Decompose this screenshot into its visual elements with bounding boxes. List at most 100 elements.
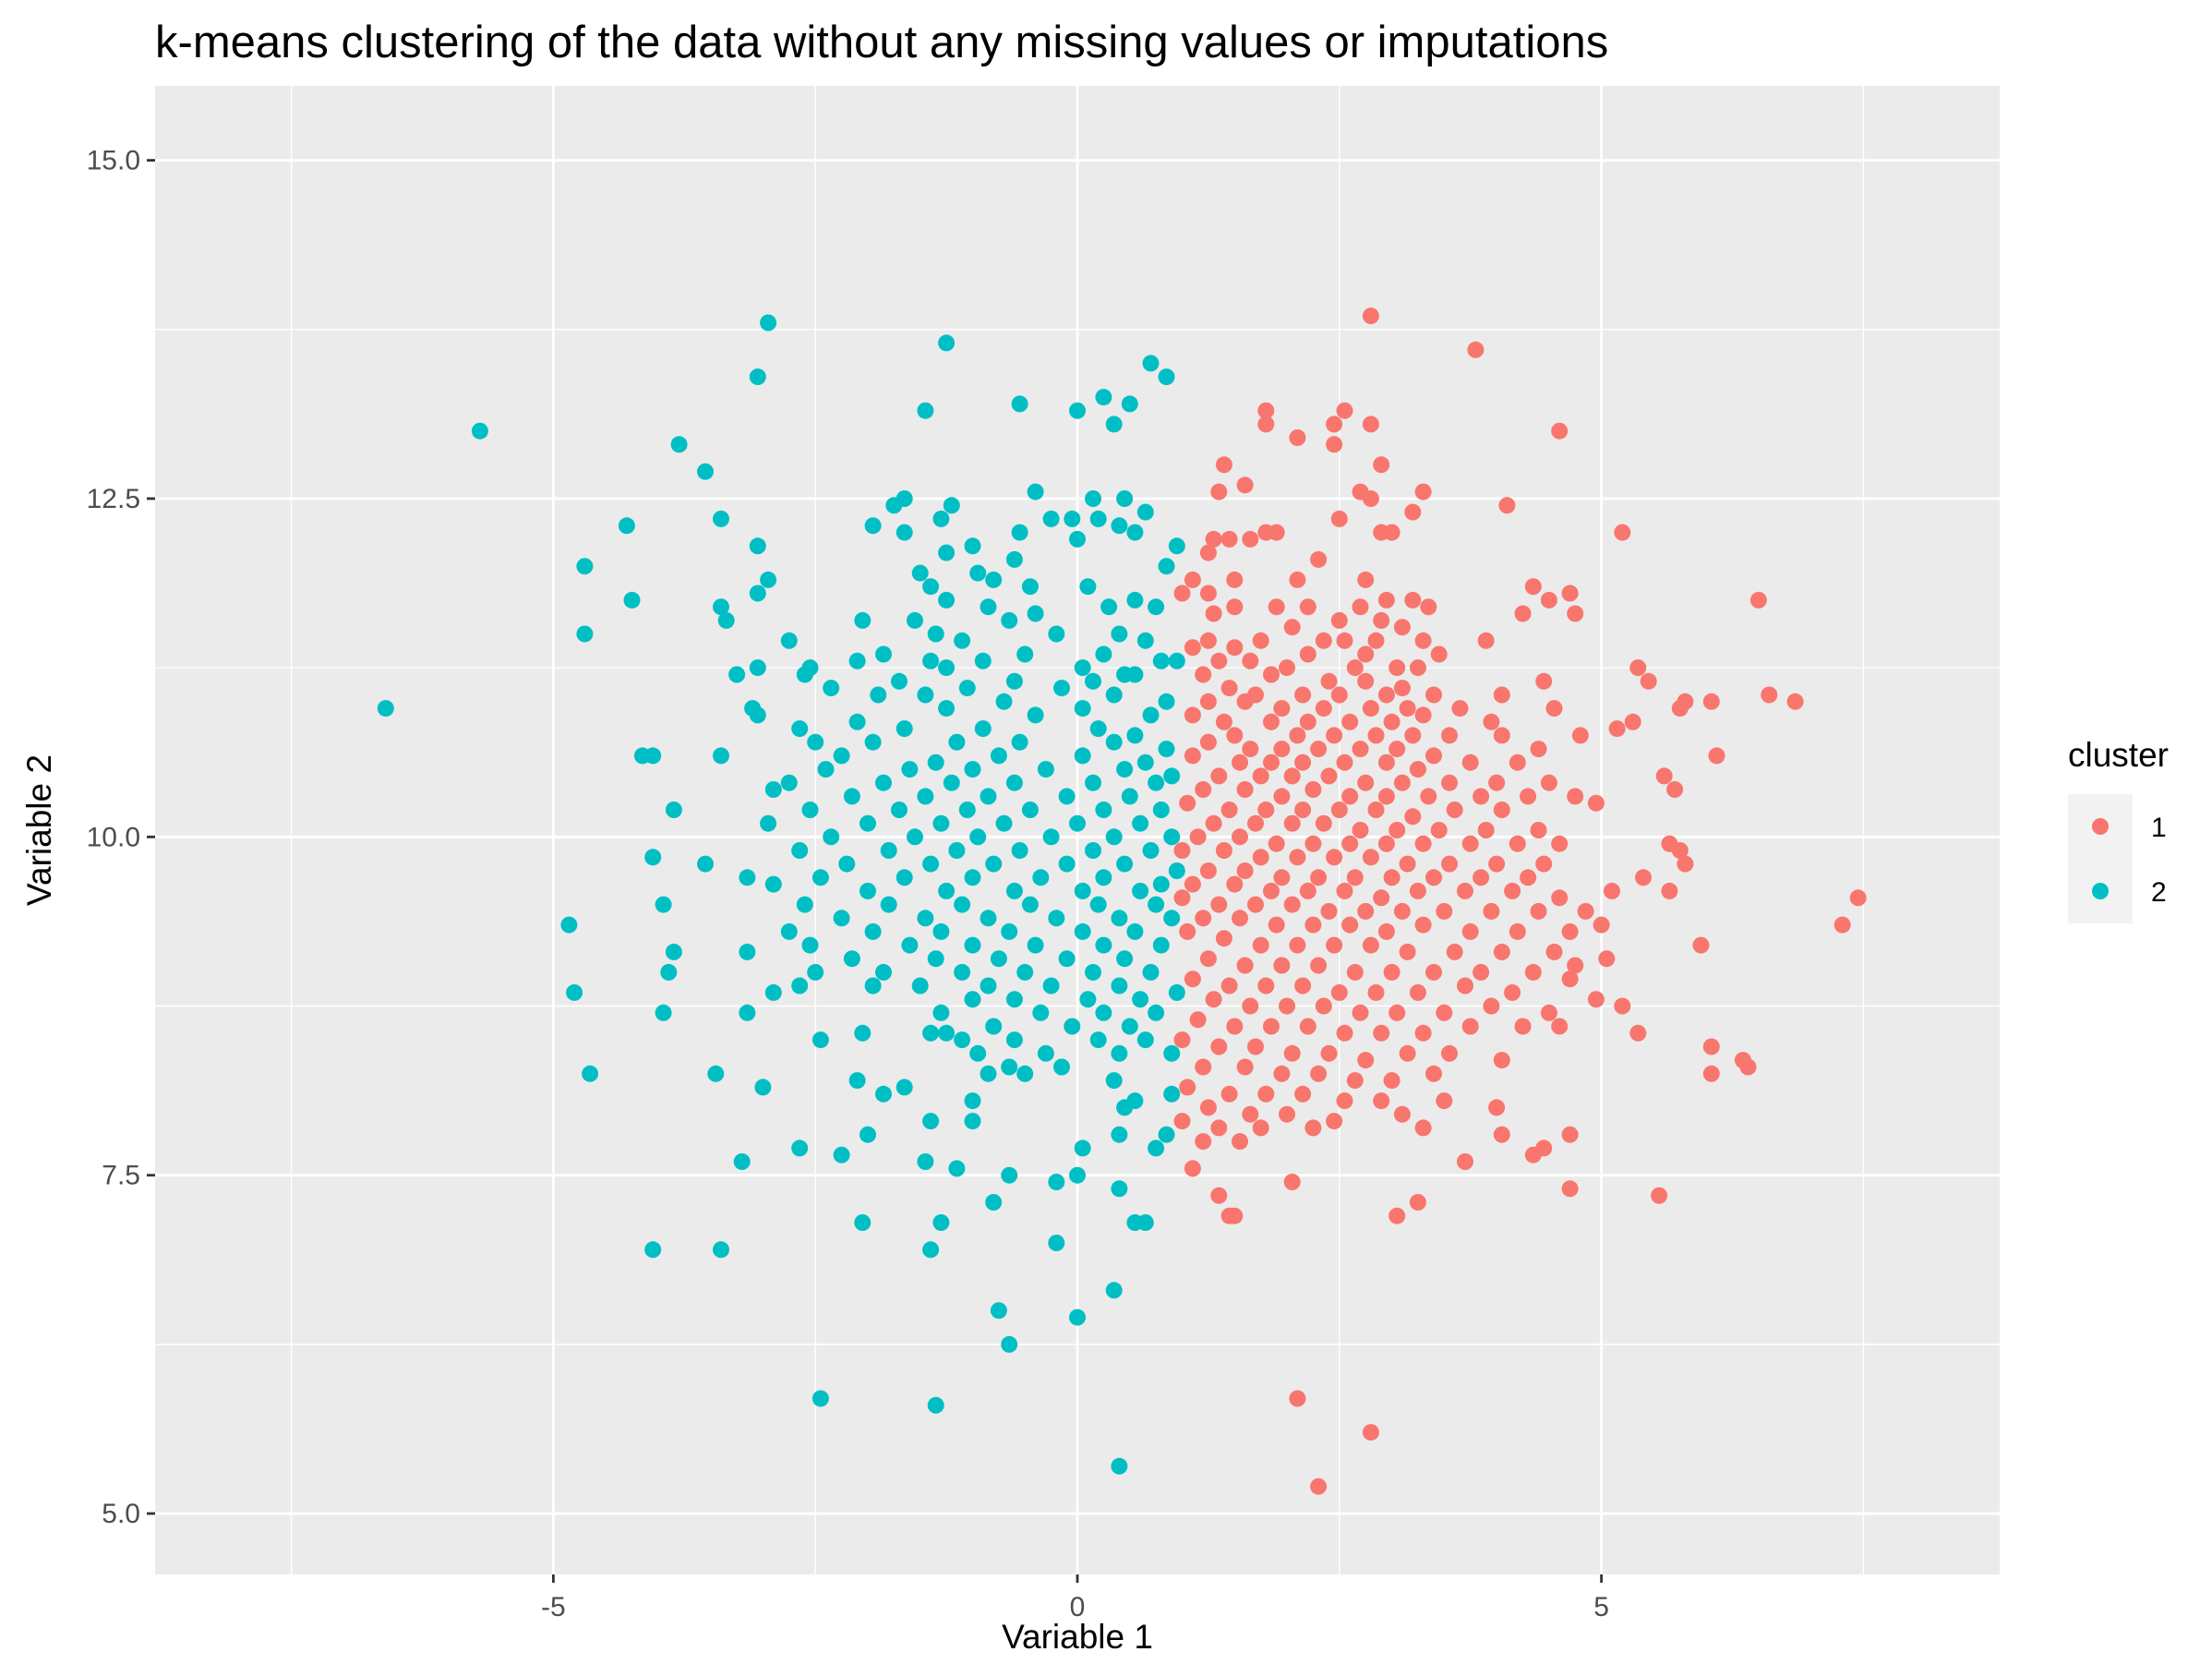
data-point: [1383, 524, 1401, 541]
data-point: [1121, 395, 1138, 413]
data-point: [1273, 788, 1291, 805]
data-point: [377, 700, 394, 717]
data-point: [1399, 1044, 1416, 1062]
data-point: [1393, 1105, 1411, 1123]
data-point: [896, 720, 913, 738]
data-point: [1383, 869, 1401, 886]
data-point: [1079, 991, 1097, 1008]
data-point: [1220, 802, 1238, 818]
data-point: [1702, 693, 1720, 710]
data-point: [1477, 632, 1495, 649]
data-point: [1074, 659, 1091, 677]
data-point: [1168, 862, 1185, 879]
data-point: [1320, 767, 1338, 785]
data-point: [1111, 910, 1128, 927]
data-point: [1414, 1024, 1432, 1042]
data-point: [1152, 936, 1170, 954]
data-point: [1393, 619, 1411, 636]
data-point: [1189, 828, 1207, 846]
data-point: [1524, 578, 1542, 596]
data-point: [1509, 835, 1526, 852]
data-point: [974, 652, 992, 669]
data-point: [964, 537, 981, 555]
data-point: [1226, 727, 1244, 744]
data-point: [1105, 416, 1123, 433]
data-point: [1069, 814, 1086, 832]
data-point: [1011, 842, 1028, 859]
data-point: [1195, 781, 1212, 798]
data-point: [1749, 591, 1767, 609]
data-point: [1205, 814, 1222, 832]
data-point: [1173, 585, 1191, 602]
data-point: [1414, 1119, 1432, 1137]
data-point: [1148, 896, 1165, 913]
data-point: [1567, 788, 1584, 805]
data-point: [1362, 1424, 1379, 1441]
x-tick-label: 0: [1070, 1592, 1086, 1622]
data-point: [1373, 456, 1390, 474]
data-point: [1257, 416, 1275, 433]
data-point: [764, 983, 782, 1001]
data-point: [1037, 1044, 1054, 1062]
data-point: [655, 896, 672, 913]
data-point: [1095, 869, 1112, 886]
data-point: [1414, 916, 1432, 934]
data-point: [1488, 774, 1506, 791]
data-point: [1152, 652, 1170, 669]
data-point: [1148, 1139, 1165, 1157]
data-point: [807, 963, 824, 981]
data-point: [823, 828, 840, 846]
data-point: [1268, 524, 1285, 541]
data-point: [1226, 875, 1244, 893]
data-point: [938, 334, 956, 352]
data-point: [644, 1241, 662, 1259]
data-point: [1414, 632, 1432, 649]
data-point: [1330, 983, 1348, 1001]
data-point: [1158, 693, 1175, 710]
data-point: [860, 1126, 876, 1143]
data-point: [1530, 822, 1547, 838]
data-point: [1215, 842, 1232, 859]
data-point: [1021, 802, 1039, 818]
data-point: [1383, 963, 1401, 981]
data-point: [860, 882, 876, 899]
data-point: [907, 828, 923, 846]
data-point: [1624, 713, 1641, 730]
data-point: [1058, 788, 1076, 805]
data-point: [1268, 835, 1285, 852]
data-point: [1232, 828, 1248, 846]
data-point: [1184, 639, 1201, 657]
data-point: [717, 611, 735, 629]
data-point: [1357, 672, 1375, 690]
data-point: [969, 564, 987, 582]
data-point: [760, 814, 777, 832]
data-point: [1283, 814, 1301, 832]
data-point: [1210, 896, 1228, 913]
data-point: [1263, 666, 1280, 683]
data-point: [1399, 943, 1416, 960]
data-point: [1279, 659, 1295, 677]
data-point: [948, 842, 966, 859]
data-point: [1377, 922, 1395, 940]
data-point: [911, 977, 929, 995]
data-point: [843, 950, 860, 968]
chart-title: k-means clustering of the data without a…: [155, 18, 1608, 67]
data-point: [1461, 1018, 1479, 1035]
data-point: [922, 652, 940, 669]
data-point: [1299, 598, 1316, 616]
data-point: [985, 1018, 1003, 1035]
data-point: [838, 855, 856, 873]
data-point: [1357, 902, 1375, 920]
data-point: [843, 788, 860, 805]
data-point: [1330, 686, 1348, 704]
data-point: [1294, 977, 1312, 995]
data-point: [1389, 741, 1406, 758]
data-point: [1336, 754, 1353, 771]
data-point: [938, 700, 956, 717]
data-point: [1535, 855, 1553, 873]
data-point: [1011, 733, 1028, 751]
data-point: [1184, 875, 1201, 893]
data-point: [1514, 1018, 1532, 1035]
data-point: [880, 842, 897, 859]
data-point: [1236, 693, 1254, 710]
